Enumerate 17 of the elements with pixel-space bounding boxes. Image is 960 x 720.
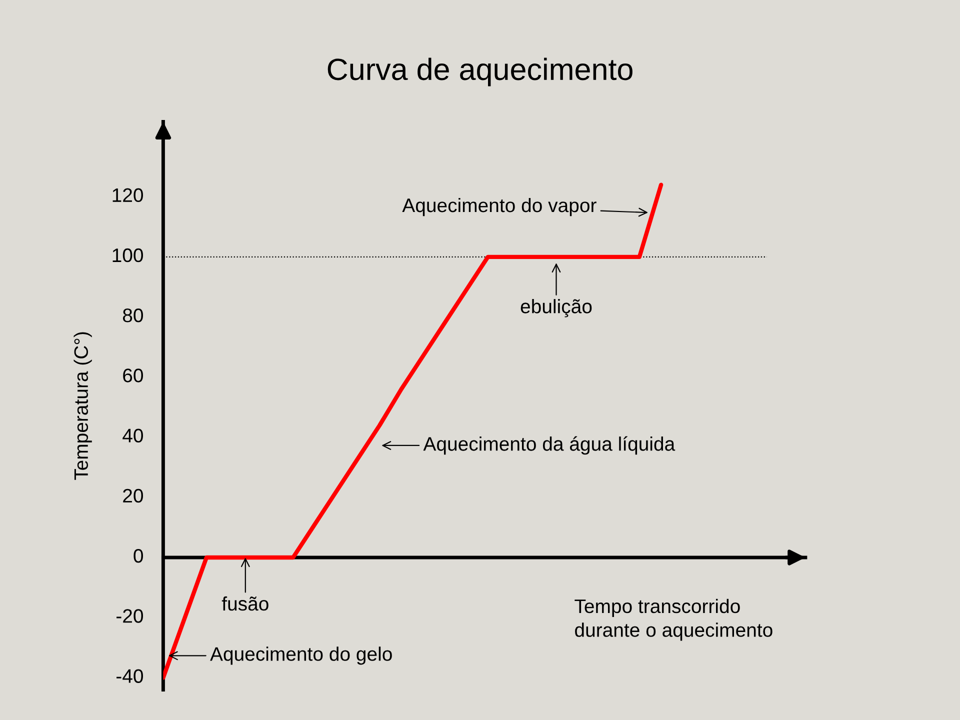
annotation: Aquecimento do gelo — [210, 646, 392, 665]
y-tick-label: -40 — [116, 669, 143, 683]
y-tick-label: 80 — [122, 308, 143, 322]
y-tick-label: 0 — [134, 548, 143, 563]
annotation: ebulição — [520, 299, 592, 318]
annotation: Aquecimento do vapor — [402, 198, 596, 216]
y-axis-title: Temperatura (C°) — [74, 332, 92, 480]
x-axis-title: Tempo transcorrido durante o aquecimento — [574, 598, 772, 641]
y-tick-label: 20 — [123, 488, 143, 503]
annotation: fusão — [222, 596, 268, 611]
y-tick-label: 40 — [122, 428, 143, 442]
chart-title: Curva de aquecimento — [328, 58, 632, 86]
y-tick-label: -20 — [116, 609, 143, 623]
y-tick-label: 100 — [112, 248, 143, 262]
y-tick-label: 120 — [112, 188, 143, 202]
annotation: Aquecimento da água líquida — [423, 436, 676, 455]
y-tick-label: 60 — [123, 368, 143, 382]
